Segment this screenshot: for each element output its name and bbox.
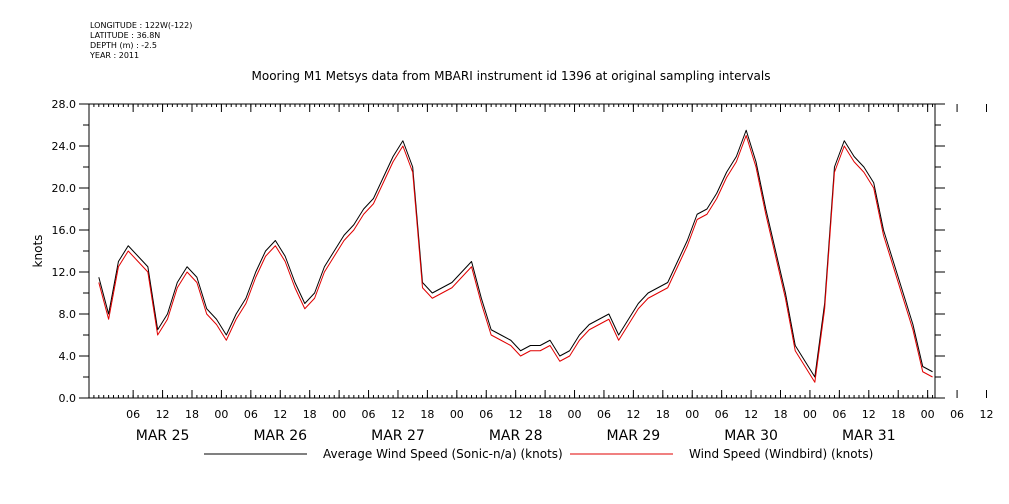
x-tick-label: 00 (921, 408, 935, 421)
y-axis-ticks: 0.0 4.0 8.0 12.0 16.0 20.0 24.0 28.0 (52, 98, 945, 405)
series-average-wind-speed-line (98, 129, 933, 378)
y-tick-label: 12.0 (52, 266, 77, 279)
y-tick-label: 28.0 (52, 98, 77, 111)
x-tick-label: 12 (979, 408, 993, 421)
meta-depth: DEPTH (m) : -2.5 (90, 41, 157, 50)
meta-latitude: LATITUDE : 36.8N (90, 31, 161, 40)
x-tick-label: 06 (950, 408, 964, 421)
x-tick-label: 00 (450, 408, 464, 421)
x-tick-label: 00 (568, 408, 582, 421)
x-tick-label: 18 (303, 408, 317, 421)
legend-label-windbird-wind-speed: Wind Speed (Windbird) (knots) (689, 447, 873, 461)
x-tick-label: 06 (126, 408, 140, 421)
x-day-label: MAR 31 (842, 428, 896, 444)
meta-longitude: LONGITUDE : 122W(-122) (90, 21, 193, 30)
x-tick-label: 00 (332, 408, 346, 421)
x-tick-label: 18 (774, 408, 788, 421)
y-tick-label: 4.0 (59, 350, 77, 363)
plot-frame (88, 103, 936, 399)
x-tick-label: 18 (891, 408, 905, 421)
minor-ticks (88, 104, 934, 398)
y-tick-label: 0.0 (59, 392, 77, 405)
y-tick-label: 16.0 (52, 224, 77, 237)
x-tick-label: 18 (538, 408, 552, 421)
x-tick-label: 18 (420, 408, 434, 421)
x-tick-label: 00 (685, 408, 699, 421)
x-tick-label: 12 (391, 408, 405, 421)
metadata-block: LONGITUDE : 122W(-122) LATITUDE : 36.8N … (90, 21, 192, 61)
y-tick-label: 24.0 (52, 140, 77, 153)
x-tick-label: 12 (273, 408, 287, 421)
x-tick-label: 12 (744, 408, 758, 421)
series-layer (98, 129, 933, 383)
x-day-label: MAR 26 (253, 428, 307, 444)
x-axis-day-labels: MAR 25 MAR 26 MAR 27 MAR 28 MAR 29 MAR 30 MAR … (136, 428, 896, 444)
x-axis-ticks: 06 12 18 00 06 12 18 00 06 12 18 00 06 12 18 00 06 12 18 00… (126, 104, 1009, 421)
legend-label-average-wind-speed: Average Wind Speed (Sonic-n/a) (knots) (323, 447, 563, 461)
x-day-label: MAR 27 (371, 428, 425, 444)
x-tick-label: 06 (597, 408, 611, 421)
series-windbird-wind-speed-line (98, 135, 933, 383)
x-day-label: MAR 28 (489, 428, 543, 444)
x-tick-label: 06 (479, 408, 493, 421)
y-tick-label: 8.0 (59, 308, 77, 321)
x-tick-label: 18 (185, 408, 199, 421)
x-day-label: MAR 25 (136, 428, 190, 444)
x-tick-label: 00 (214, 408, 228, 421)
x-tick-label: 12 (156, 408, 170, 421)
x-tick-label: 06 (362, 408, 376, 421)
x-tick-label: 18 (656, 408, 670, 421)
x-day-label: MAR 29 (607, 428, 661, 444)
y-axis-label: knots (31, 235, 45, 268)
x-tick-label: 06 (832, 408, 846, 421)
x-tick-label: 12 (862, 408, 876, 421)
x-tick-label: 12 (509, 408, 523, 421)
chart-title: Mooring M1 Metsys data from MBARI instru… (252, 69, 771, 83)
x-tick-label: 00 (803, 408, 817, 421)
legend: Average Wind Speed (Sonic-n/a) (knots) W… (204, 447, 873, 461)
y-tick-label: 20.0 (52, 182, 77, 195)
meta-year: YEAR : 2011 (90, 51, 140, 60)
x-tick-label: 06 (715, 408, 729, 421)
x-tick-label: 06 (244, 408, 258, 421)
x-day-label: MAR 30 (724, 428, 778, 444)
x-tick-label: 12 (626, 408, 640, 421)
